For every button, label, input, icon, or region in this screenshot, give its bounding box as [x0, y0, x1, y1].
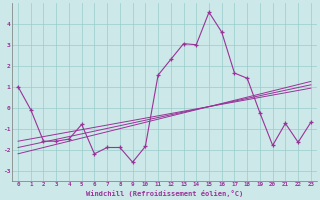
X-axis label: Windchill (Refroidissement éolien,°C): Windchill (Refroidissement éolien,°C)	[86, 190, 243, 197]
